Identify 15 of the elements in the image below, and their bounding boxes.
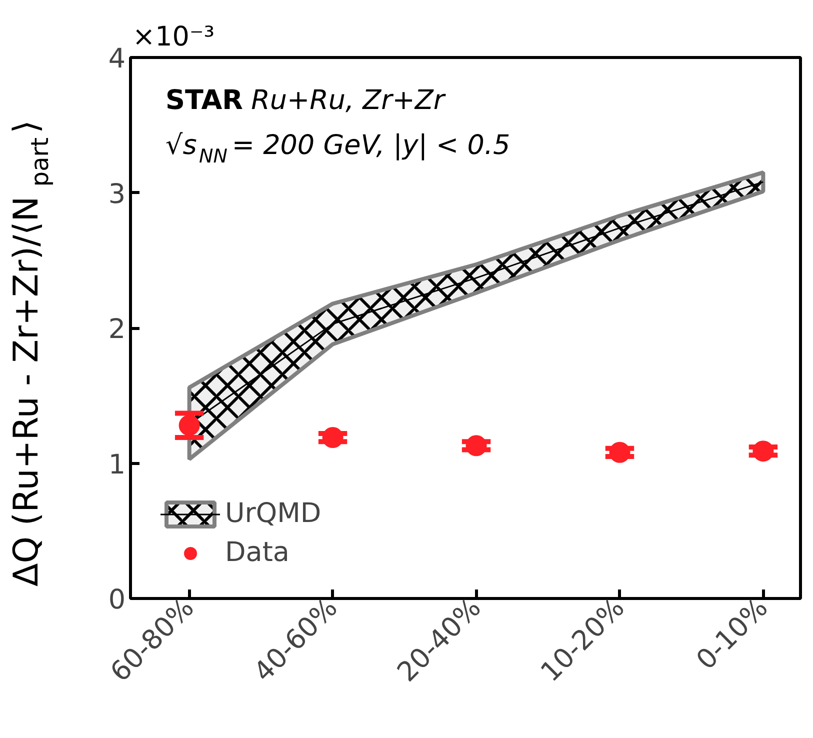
- point: [322, 427, 344, 448]
- point: [752, 440, 774, 462]
- y-tick-label: 3: [108, 178, 126, 210]
- y-tick-label: 1: [108, 449, 126, 480]
- annotation: Ru+Ru, Zr+Zr: [251, 85, 446, 116]
- annotation: STAR: [166, 85, 244, 116]
- legend-label: Data: [225, 537, 290, 568]
- legend-label: UrQMD: [225, 498, 322, 529]
- y-tick-label: 2: [108, 314, 126, 345]
- y-tick-label: 4: [108, 44, 126, 74]
- text: ×10⁻³: [132, 22, 215, 52]
- point: [466, 435, 487, 456]
- point: [178, 414, 200, 436]
- y-axis-title: ΔQ (Ru+Ru - Zr+Zr)/⟨Npart⟩: [6, 120, 54, 586]
- point: [609, 442, 630, 463]
